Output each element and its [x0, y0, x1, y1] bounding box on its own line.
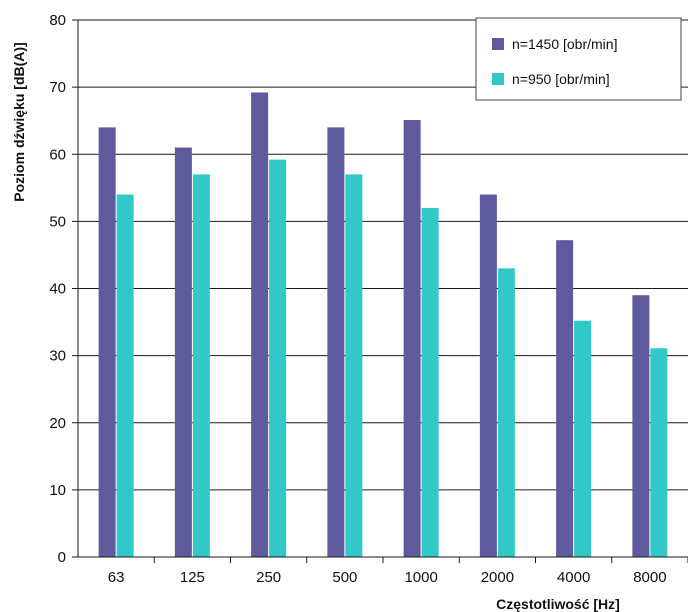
y-tick-label: 40 — [49, 281, 66, 298]
bar-n950-250 — [269, 159, 287, 557]
x-tick-label: 63 — [108, 569, 125, 586]
bar-n1450-2000 — [479, 194, 497, 557]
bars — [98, 92, 668, 558]
axes — [77, 20, 688, 558]
y-tick-label: 0 — [58, 549, 66, 566]
x-tick-label: 8000 — [633, 569, 666, 586]
bar-n950-125 — [192, 174, 210, 557]
y-tick-label: 80 — [49, 12, 66, 29]
y-tick-label: 50 — [49, 213, 66, 230]
legend-swatch-series1 — [492, 38, 504, 50]
x-tick-label: 250 — [256, 569, 281, 586]
x-tick-labels: 63 125 250 500 1000 2000 4000 8000 — [108, 569, 667, 586]
bar-n1450-125 — [174, 147, 192, 557]
legend-box — [475, 17, 682, 101]
bar-n950-1000 — [421, 207, 439, 557]
legend-label-series1: n=1450 [obr/min] — [512, 36, 617, 52]
x-axis-title: Częstotliwość [Hz] — [496, 596, 620, 612]
legend: n=1450 [obr/min] n=950 [obr/min] — [475, 17, 682, 101]
x-tick-label: 500 — [332, 569, 357, 586]
y-tick-label: 10 — [49, 482, 66, 499]
legend-swatch-series2 — [492, 73, 504, 85]
y-tick-label: 30 — [49, 348, 66, 365]
y-tick-label: 60 — [49, 146, 66, 163]
bar-n1450-250 — [251, 92, 269, 558]
legend-label-series2: n=950 [obr/min] — [512, 71, 610, 87]
x-tick-label: 125 — [180, 569, 205, 586]
x-tick-label: 4000 — [557, 569, 590, 586]
bar-n1450-500 — [327, 127, 345, 558]
bar-n950-2000 — [497, 268, 515, 557]
y-tick-label: 70 — [49, 79, 66, 96]
x-tick-label: 2000 — [481, 569, 514, 586]
gridlines — [72, 19, 688, 563]
bar-n950-500 — [345, 174, 363, 557]
y-tick-label: 20 — [49, 415, 66, 432]
bar-n1450-8000 — [632, 295, 650, 557]
x-tick-label: 1000 — [404, 569, 437, 586]
bar-n950-63 — [116, 194, 134, 557]
y-tick-labels: 0 10 20 30 40 50 60 70 80 — [49, 12, 66, 566]
bar-n950-8000 — [650, 348, 668, 557]
bar-n1450-1000 — [403, 120, 421, 558]
bar-n1450-63 — [98, 127, 116, 558]
bar-n1450-4000 — [556, 240, 574, 558]
bar-n950-4000 — [574, 320, 592, 557]
y-axis-title: Poziom dźwięku [dB(A)] — [11, 42, 27, 201]
